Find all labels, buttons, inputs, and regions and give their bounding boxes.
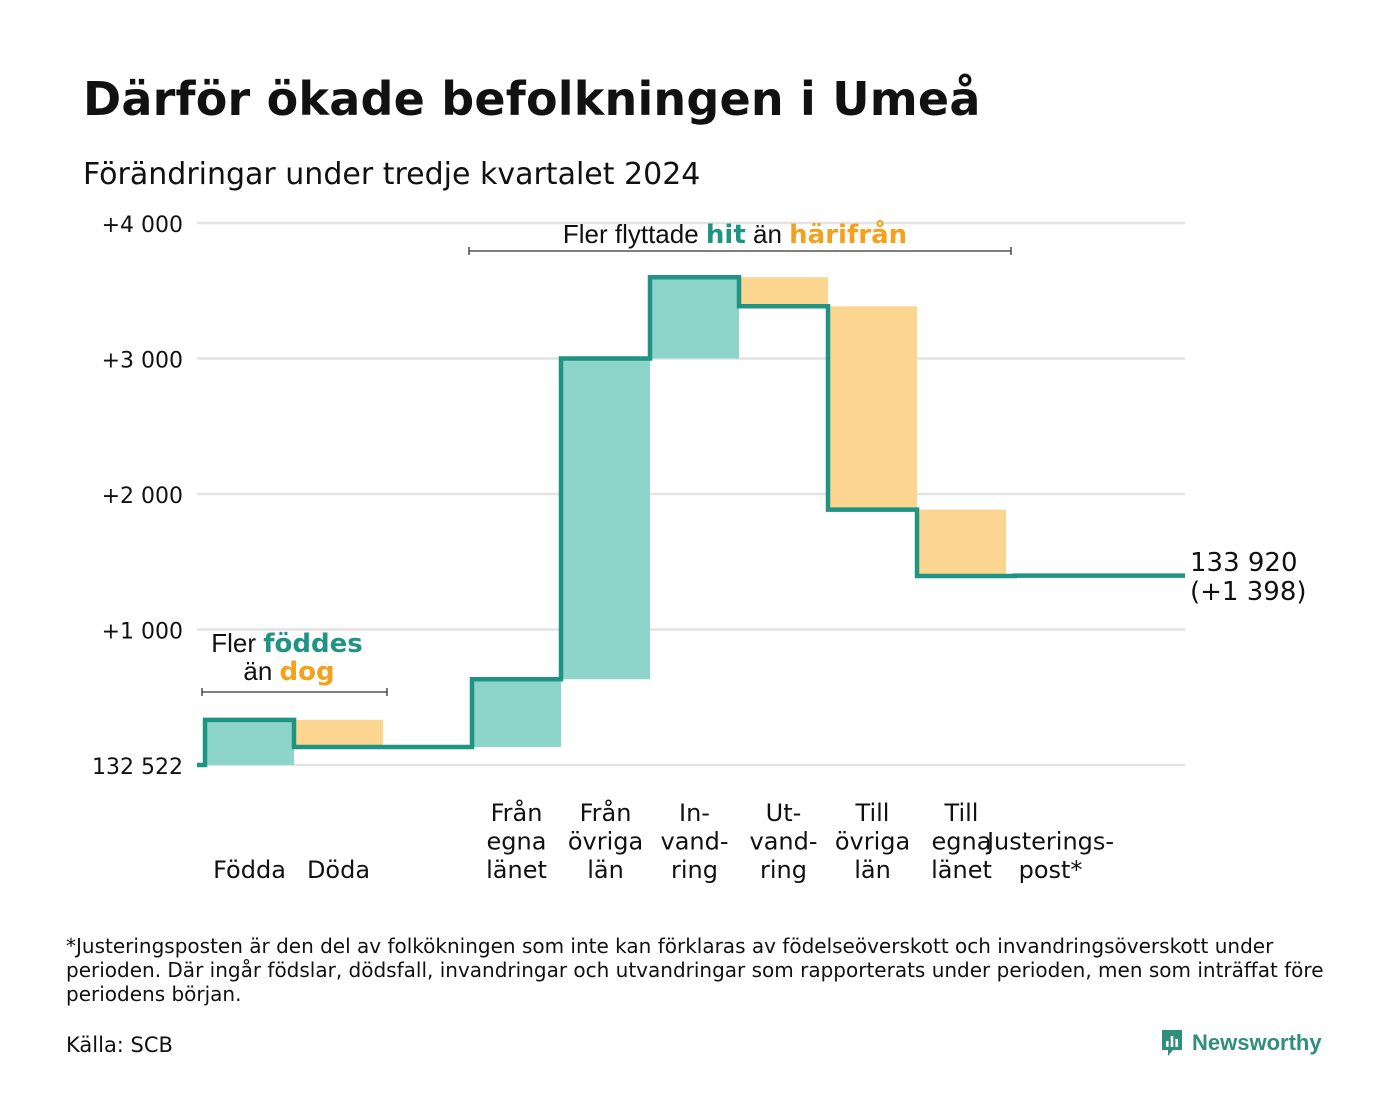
category-label: vand- [749, 828, 817, 856]
moves-annotation-pre: Fler flyttade [563, 219, 706, 249]
births-bracket [201, 688, 388, 696]
svg-text:än dog: än dog [243, 656, 334, 687]
category-label: län [854, 856, 891, 884]
waterfall-step-line [197, 274, 1185, 768]
source: Källa: SCB [66, 1033, 173, 1057]
category-label: post* [1019, 856, 1083, 884]
category-label: Till [944, 799, 979, 827]
bar-increase [561, 358, 650, 680]
y-tick-label: +1 000 [102, 620, 183, 645]
bar-decrease [917, 509, 1006, 576]
moves-annotation-em2: härifrån [789, 218, 907, 250]
bar-increase [472, 679, 561, 747]
page-title: Därför ökade befolkningen i Umeå [83, 72, 981, 126]
svg-text:Fler flyttade hit än härifrån: Fler flyttade hit än härifrån [563, 218, 907, 250]
category-label: ring [671, 856, 718, 884]
brand-name: Newsworthy [1192, 1030, 1322, 1055]
births-annotation: Fler föddes än dog [201, 628, 388, 696]
category-label: Från [580, 798, 632, 827]
footnote: *Justeringsposten är den del av folkökni… [66, 934, 1324, 1006]
category-label: egna [932, 828, 992, 856]
page-subtitle: Förändringar under tredje kvartalet 2024 [83, 157, 701, 192]
waterfall-chart: 132 522 +1 000 +2 000 +3 000 +4 000 Födda Död… [92, 213, 1307, 884]
svg-text:Fler föddes: Fler föddes [211, 628, 363, 659]
category-label: ring [760, 856, 807, 884]
bar-decrease [294, 719, 383, 747]
category-label: Döda [307, 856, 370, 884]
category-label: Ut- [766, 799, 802, 827]
category-label: Från [491, 798, 543, 827]
births-annotation-pre: Fler [211, 628, 263, 658]
y-axis-ticks: 132 522 +1 000 +2 000 +3 000 +4 000 [92, 213, 183, 780]
y-tick-label: +3 000 [102, 349, 183, 374]
bar-decrease [739, 277, 828, 307]
births-annotation-em: föddes [263, 629, 363, 659]
gridlines [197, 221, 1185, 767]
newsworthy-logo-icon [1162, 1030, 1182, 1056]
category-label: övriga [835, 828, 910, 856]
moves-annotation-mid: än [746, 219, 789, 249]
bars [205, 277, 1006, 765]
category-label: In- [679, 799, 710, 827]
moves-annotation-em1: hit [706, 220, 746, 250]
category-labels: Födda DödaFrånegnalänetFrånövrigalänIn-va… [213, 798, 1114, 884]
category-label: vand- [660, 828, 728, 856]
y-tick-label: +2 000 [102, 484, 183, 509]
category-label: länet [486, 856, 547, 884]
category-label: Födda [213, 856, 286, 884]
births-annotation-pre2: än [243, 656, 279, 686]
moves-annotation: Fler flyttade hit än härifrån [468, 218, 1012, 255]
category-label: egna [487, 828, 547, 856]
category-label: Justerings- [985, 828, 1114, 856]
y-tick-label: +4 000 [102, 213, 183, 238]
end-label-change: (+1 398) [1190, 577, 1307, 607]
moves-bracket [468, 247, 1012, 255]
end-label-total: 133 920 [1190, 548, 1298, 578]
category-label: länet [931, 856, 992, 884]
bar-decrease [828, 306, 917, 510]
step-line [197, 274, 1185, 768]
category-label: län [587, 856, 624, 884]
births-annotation-em2: dog [280, 657, 335, 687]
category-label: Till [855, 799, 890, 827]
y-tick-label: 132 522 [92, 755, 183, 780]
bar-increase [650, 277, 739, 359]
category-label: övriga [568, 828, 643, 856]
bar-increase [205, 719, 294, 765]
brand[interactable]: Newsworthy [1160, 1028, 1322, 1058]
